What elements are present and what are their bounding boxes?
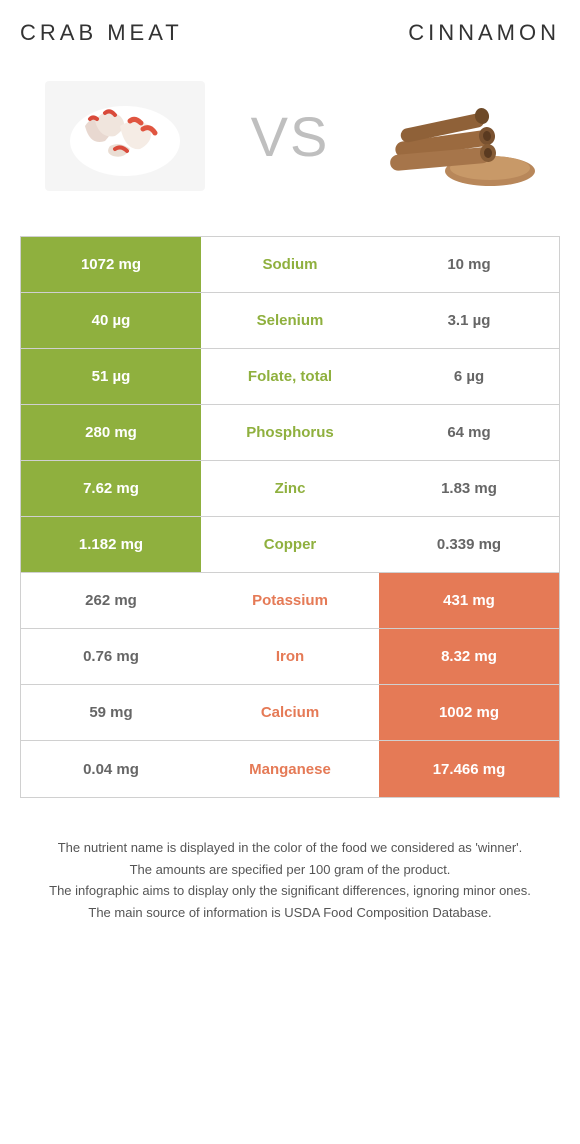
food1-title: CRAB MEAT bbox=[20, 20, 183, 46]
footer-line: The main source of information is USDA F… bbox=[30, 903, 550, 923]
footer-line: The nutrient name is displayed in the co… bbox=[30, 838, 550, 858]
value-food2: 6 µg bbox=[379, 349, 559, 404]
table-row: 1.182 mgCopper0.339 mg bbox=[21, 517, 559, 573]
nutrient-name: Potassium bbox=[201, 573, 379, 628]
value-food2: 64 mg bbox=[379, 405, 559, 460]
table-row: 0.04 mgManganese17.466 mg bbox=[21, 741, 559, 797]
food2-title: CINNAMON bbox=[408, 20, 560, 46]
table-row: 262 mgPotassium431 mg bbox=[21, 573, 559, 629]
crab-meat-icon bbox=[35, 71, 215, 201]
food1-image bbox=[30, 66, 220, 206]
value-food1: 1.182 mg bbox=[21, 517, 201, 572]
footer-line: The infographic aims to display only the… bbox=[30, 881, 550, 901]
value-food2: 17.466 mg bbox=[379, 741, 559, 797]
value-food1: 0.04 mg bbox=[21, 741, 201, 797]
nutrient-name: Folate, total bbox=[201, 349, 379, 404]
nutrient-name: Iron bbox=[201, 629, 379, 684]
nutrient-name: Copper bbox=[201, 517, 379, 572]
nutrient-name: Selenium bbox=[201, 293, 379, 348]
nutrient-name: Zinc bbox=[201, 461, 379, 516]
value-food1: 7.62 mg bbox=[21, 461, 201, 516]
value-food1: 280 mg bbox=[21, 405, 201, 460]
images-row: VS bbox=[20, 66, 560, 206]
value-food1: 51 µg bbox=[21, 349, 201, 404]
nutrient-name: Sodium bbox=[201, 237, 379, 292]
table-row: 280 mgPhosphorus64 mg bbox=[21, 405, 559, 461]
value-food2: 10 mg bbox=[379, 237, 559, 292]
value-food1: 262 mg bbox=[21, 573, 201, 628]
vs-label: VS bbox=[251, 104, 330, 169]
value-food2: 8.32 mg bbox=[379, 629, 559, 684]
value-food1: 40 µg bbox=[21, 293, 201, 348]
header-row: CRAB MEAT CINNAMON bbox=[20, 20, 560, 46]
cinnamon-icon bbox=[365, 76, 545, 196]
nutrient-table: 1072 mgSodium10 mg40 µgSelenium3.1 µg51 … bbox=[20, 236, 560, 798]
table-row: 51 µgFolate, total6 µg bbox=[21, 349, 559, 405]
nutrient-name: Phosphorus bbox=[201, 405, 379, 460]
value-food2: 1.83 mg bbox=[379, 461, 559, 516]
value-food1: 1072 mg bbox=[21, 237, 201, 292]
value-food2: 431 mg bbox=[379, 573, 559, 628]
table-row: 40 µgSelenium3.1 µg bbox=[21, 293, 559, 349]
table-row: 0.76 mgIron8.32 mg bbox=[21, 629, 559, 685]
table-row: 59 mgCalcium1002 mg bbox=[21, 685, 559, 741]
footer-line: The amounts are specified per 100 gram o… bbox=[30, 860, 550, 880]
nutrient-name: Calcium bbox=[201, 685, 379, 740]
table-row: 1072 mgSodium10 mg bbox=[21, 237, 559, 293]
value-food1: 0.76 mg bbox=[21, 629, 201, 684]
footer-text: The nutrient name is displayed in the co… bbox=[20, 838, 560, 922]
value-food1: 59 mg bbox=[21, 685, 201, 740]
value-food2: 1002 mg bbox=[379, 685, 559, 740]
table-row: 7.62 mgZinc1.83 mg bbox=[21, 461, 559, 517]
food2-image bbox=[360, 66, 550, 206]
nutrient-name: Manganese bbox=[201, 741, 379, 797]
value-food2: 0.339 mg bbox=[379, 517, 559, 572]
value-food2: 3.1 µg bbox=[379, 293, 559, 348]
